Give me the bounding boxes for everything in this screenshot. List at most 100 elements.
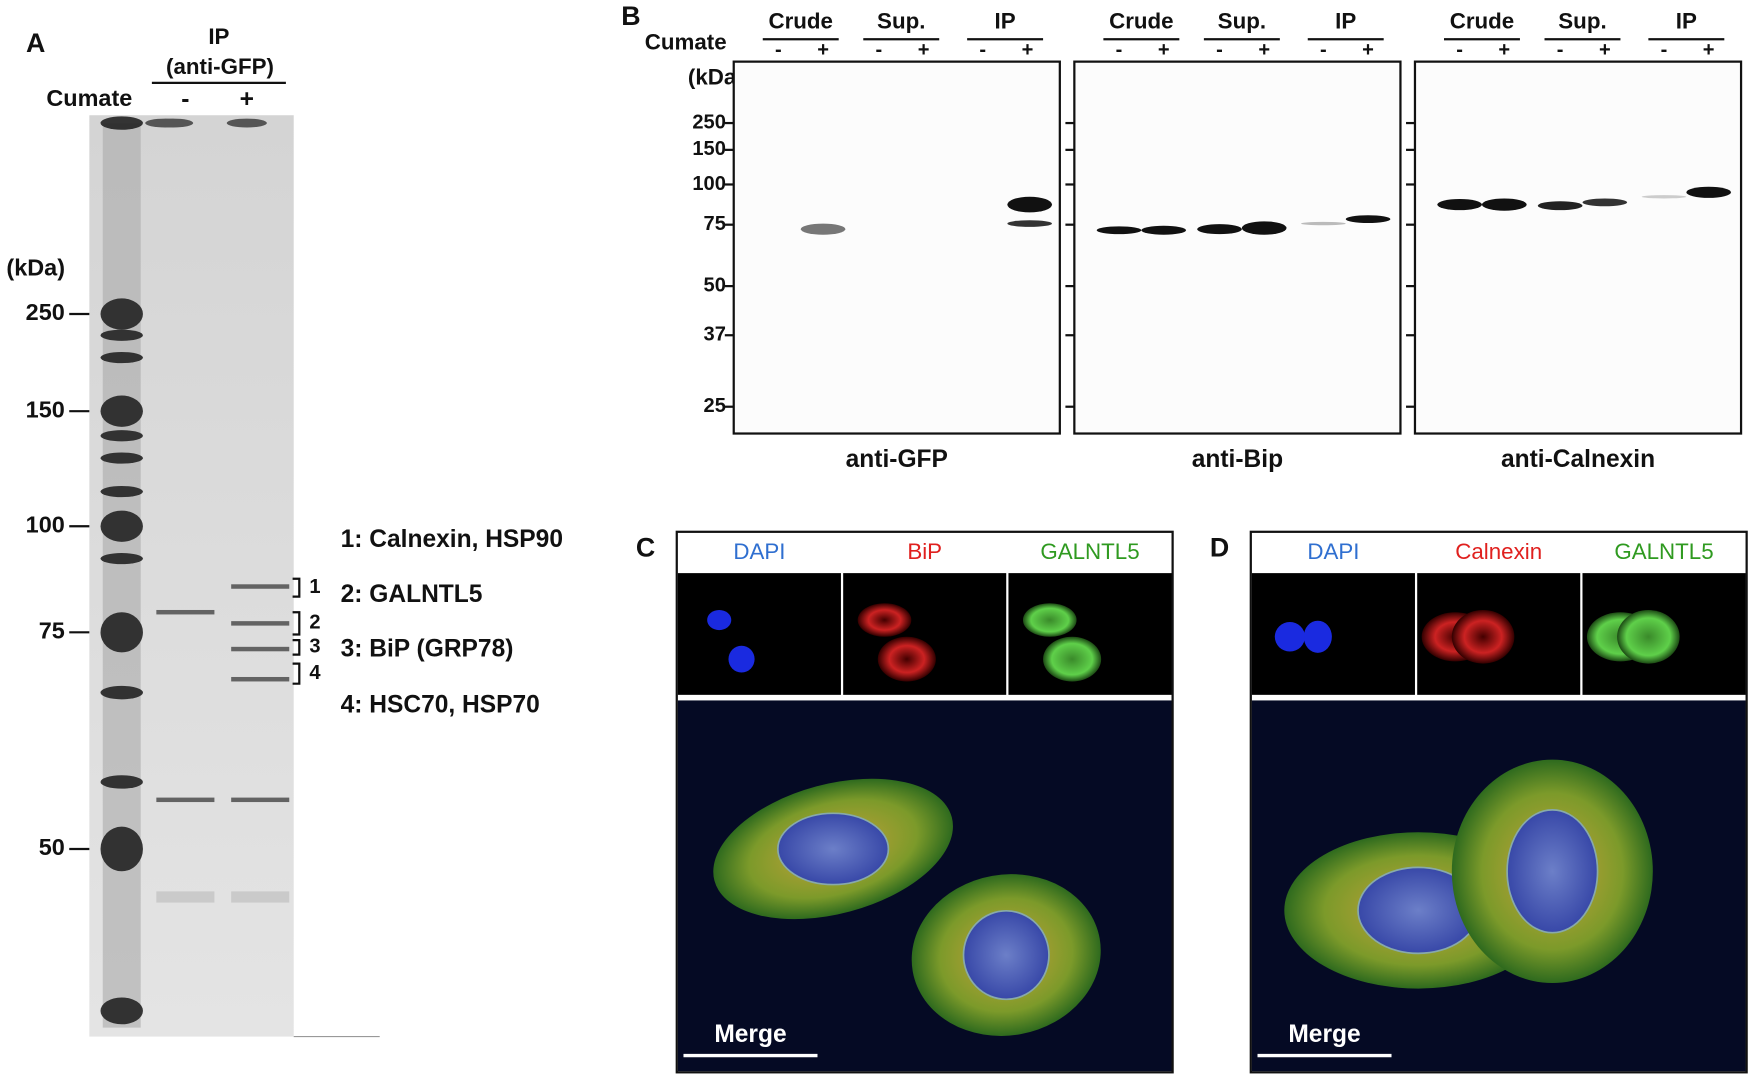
cumate-label: Cumate [645, 30, 727, 55]
channel-image [677, 573, 841, 695]
lane-sign: - [1216, 39, 1223, 61]
marker-lane [102, 123, 141, 1028]
channel-label: DAPI [733, 539, 785, 564]
band-legend: 4: HSC70, HSP70 [341, 692, 540, 719]
blot-label: anti-GFP [846, 446, 948, 473]
blot-band [1481, 198, 1527, 211]
channel-label: GALNTL5 [1040, 539, 1139, 564]
band-number: 1 [309, 576, 320, 598]
blot-band [1141, 225, 1187, 235]
marker-band [100, 329, 143, 341]
lane-sign: + [240, 86, 254, 113]
marker-label: 50 [39, 834, 65, 860]
band-legend: 2: GALNTL5 [341, 581, 483, 608]
sample-band [156, 891, 215, 903]
sample-band [231, 891, 290, 903]
lane-sign: - [1557, 39, 1564, 61]
lane-sign: + [1362, 39, 1374, 61]
marker-label: 100 [26, 511, 65, 537]
band-legend: 1: Calnexin, HSP90 [341, 526, 563, 553]
merge-nucleus [1506, 809, 1599, 934]
marker-band [100, 997, 143, 1025]
sample-band [231, 797, 290, 803]
sample-band [231, 584, 290, 589]
group-label: Crude [768, 8, 833, 33]
marker-band [100, 553, 143, 565]
marker-label: 150 [26, 396, 65, 422]
group-label: IP [1335, 8, 1356, 33]
panel-label: B [621, 1, 640, 31]
blot-band [1007, 196, 1053, 213]
marker-label: 250 [26, 299, 65, 325]
well [226, 118, 267, 128]
merge-nucleus [777, 812, 890, 886]
merge-label: Merge [1288, 1021, 1360, 1048]
lane-sign: - [876, 39, 883, 61]
merge-label: Merge [714, 1021, 786, 1048]
dapi-nucleus [707, 609, 732, 631]
panel-label: D [1210, 533, 1229, 563]
marker-label: 100 [692, 173, 726, 195]
blot-label: anti-Calnexin [1501, 446, 1655, 473]
sample-band [156, 797, 215, 803]
band-number: 2 [309, 612, 320, 634]
red-cell [857, 603, 912, 637]
blot-band [1301, 221, 1346, 226]
sample-band [231, 676, 290, 682]
marker-label: 50 [704, 274, 726, 296]
lane-sign: - [1116, 39, 1123, 61]
channel-label: Calnexin [1455, 539, 1542, 564]
marker-band [100, 430, 143, 442]
well [152, 118, 194, 128]
blot [732, 60, 1061, 435]
marker-band [100, 685, 143, 700]
antibody-label: (anti-GFP) [166, 54, 274, 79]
green-cell [1617, 609, 1680, 664]
lane-sign: + [1599, 39, 1611, 61]
lane-sign: + [1703, 39, 1715, 61]
unit-label: (kDa) [6, 255, 65, 281]
marker-label: 150 [692, 138, 726, 160]
channel-label: GALNTL5 [1614, 539, 1713, 564]
lane-sign: - [775, 39, 782, 61]
marker-label: 25 [704, 395, 726, 417]
group-label: Sup. [1558, 8, 1606, 33]
sample-band [156, 609, 215, 615]
blot-band [1345, 215, 1391, 224]
group-label: Sup. [877, 8, 925, 33]
marker-band [100, 826, 143, 872]
marker-band [100, 452, 143, 464]
blot-band [1007, 220, 1053, 227]
lane-sign: + [918, 39, 930, 61]
group-label: IP [1676, 8, 1697, 33]
marker-band [100, 486, 143, 498]
red-cell [1451, 609, 1515, 664]
group-label: Crude [1109, 8, 1174, 33]
marker-label: 75 [704, 213, 726, 235]
blot-band [1096, 226, 1142, 235]
band-number: 4 [309, 662, 321, 684]
group-label: IP [995, 8, 1016, 33]
lane-sign: + [817, 39, 829, 61]
band-bracket [292, 639, 301, 656]
dapi-nucleus [1274, 622, 1305, 652]
channel-label: DAPI [1307, 539, 1359, 564]
dapi-nucleus [1303, 620, 1332, 653]
lane-sign: - [1661, 39, 1668, 61]
group-label: Crude [1450, 8, 1515, 33]
lane-sign: - [1456, 39, 1463, 61]
panel-label: C [636, 533, 655, 563]
band-bracket [292, 577, 301, 598]
blot-band [800, 223, 846, 235]
green-cell [1022, 603, 1077, 637]
blot-band [1241, 221, 1287, 235]
band-number: 3 [309, 636, 320, 658]
blot-band [1686, 186, 1732, 198]
merge-nucleus [962, 909, 1050, 1001]
group-label: Sup. [1218, 8, 1266, 33]
sample-band [231, 621, 290, 626]
lane-sign: + [1258, 39, 1270, 61]
marker-label: 37 [704, 324, 726, 346]
